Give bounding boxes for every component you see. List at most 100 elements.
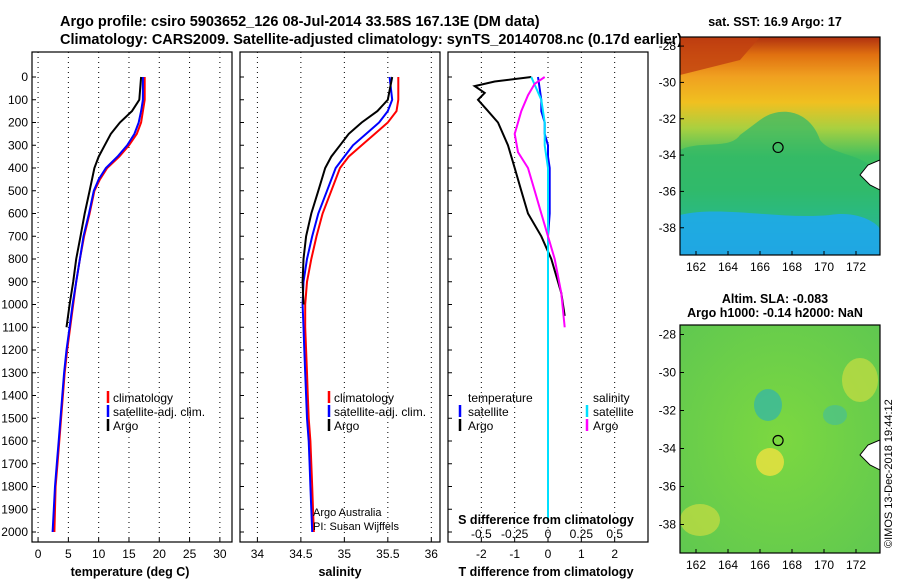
map-x-tick-label: 170 — [814, 558, 834, 572]
secondary-x-tick-label: 0.25 — [570, 527, 594, 541]
sst-argo-location-marker — [772, 141, 784, 154]
series-line-argo — [301, 76, 394, 305]
map-x-tick-label: 170 — [814, 260, 834, 274]
sla-yellow-eddy-1 — [756, 448, 784, 476]
map-y-tick-label: -34 — [659, 148, 677, 162]
map-y-tick-label: -32 — [659, 404, 677, 418]
series-line-temperature-argo — [472, 76, 566, 317]
temperature-axis-label: temperature (deg C) — [71, 565, 190, 579]
x-axis-ticks: 0 5 10 15 20 25 30 34 34.5 35 35.5 36 -2 -1 0 1 2 -0.5 -0.… — [35, 527, 624, 561]
legend-sal-argo-label: Argo — [593, 419, 619, 433]
depth-tick-label: 1700 — [1, 457, 28, 471]
temperature-legend: climatology satellite-adj. clim. Argo — [106, 391, 205, 433]
sla-map — [680, 325, 880, 553]
depth-tick-label: 1200 — [1, 343, 28, 357]
series-line-satellite-adj-clim- — [51, 77, 144, 533]
depth-tick-label: 500 — [8, 184, 28, 198]
sst-map-frame — [679, 36, 881, 256]
sst-map-title: sat. SST: 16.9 Argo: 17 — [708, 15, 842, 29]
credit-line1: Argo Australia — [313, 507, 382, 519]
legend-argo-label: Argo — [113, 419, 139, 433]
sla-map-subtitle: Argo h1000: -0.14 h2000: NaN — [687, 306, 863, 320]
x-tick-label: 0 — [35, 547, 42, 561]
x-tick-label: 35 — [338, 547, 352, 561]
x-tick-label: 5 — [65, 547, 72, 561]
series-line-salinity-argo — [513, 76, 566, 328]
series-line-climatology — [304, 77, 400, 533]
map-x-tick-label: 164 — [718, 260, 738, 274]
depth-tick-label: 800 — [8, 252, 28, 266]
depth-tick-label: 100 — [8, 93, 28, 107]
series-line-argo — [65, 76, 143, 328]
s-difference-axis-label: S difference from climatology — [458, 513, 634, 527]
x-tick-label: 25 — [183, 547, 197, 561]
map-x-tick-label: 168 — [782, 260, 802, 274]
credit-line2: PI: Susan Wijffels — [313, 521, 399, 533]
legend-temperature-title: temperature — [468, 391, 533, 405]
x-tick-label: 1 — [578, 547, 585, 561]
map-y-tick-label: -34 — [659, 442, 677, 456]
data-series — [51, 76, 566, 533]
t-difference-axis-label: T difference from climatology — [458, 565, 633, 579]
depth-tick-label: 2000 — [1, 525, 28, 539]
legend-climatology-label: climatology — [334, 391, 394, 405]
temperature-panel-frame — [31, 51, 233, 543]
map-x-tick-label: 172 — [846, 260, 866, 274]
map-y-tick-label: -32 — [659, 112, 677, 126]
sla-map-frame — [679, 324, 881, 554]
x-tick-label: 34 — [251, 547, 265, 561]
map-x-tick-label: 172 — [846, 558, 866, 572]
salinity-panel-frame — [239, 51, 441, 543]
sst-map-axes: 162 164 166 168 170 172 -28 -30 -32 -34 -36 -38 — [659, 39, 867, 274]
grid-lines — [32, 52, 616, 542]
secondary-x-tick-label: 0 — [545, 527, 552, 541]
series-line-salinity-satellite — [530, 76, 549, 521]
map-y-tick-label: -28 — [659, 39, 677, 53]
x-tick-label: 15 — [122, 547, 136, 561]
x-tick-label: 10 — [92, 547, 106, 561]
map-y-tick-label: -38 — [659, 518, 677, 532]
x-tick-label: 34.5 — [289, 547, 313, 561]
figure-title-line2: Climatology: CARS2009. Satellite-adjuste… — [60, 32, 682, 48]
secondary-x-tick-label: 0.5 — [606, 527, 623, 541]
sla-yellow-eddy-2 — [842, 358, 878, 402]
difference-legend: temperature satellite Argo salinity sate… — [458, 391, 634, 433]
depth-tick-label: 0 — [21, 70, 28, 84]
map-x-tick-label: 166 — [750, 558, 770, 572]
series-line-satellite-adj-clim- — [301, 76, 394, 533]
map-y-tick-label: -30 — [659, 75, 677, 89]
map-y-tick-label: -36 — [659, 184, 677, 198]
map-y-tick-label: -28 — [659, 328, 677, 342]
x-tick-label: 35.5 — [376, 547, 400, 561]
legend-temp-satellite-label: satellite — [468, 405, 509, 419]
sla-coast — [859, 439, 880, 471]
map-x-tick-label: 166 — [750, 260, 770, 274]
map-x-tick-label: 164 — [718, 558, 738, 572]
depth-tick-label: 200 — [8, 116, 28, 130]
x-tick-label: -2 — [476, 547, 487, 561]
map-y-tick-label: -36 — [659, 480, 677, 494]
x-tick-label: 30 — [213, 547, 227, 561]
legend-temp-argo-label: Argo — [468, 419, 494, 433]
map-y-tick-label: -38 — [659, 221, 677, 235]
sst-coast — [859, 159, 880, 191]
legend-satellite-label: satellite-adj. clim. — [113, 405, 205, 419]
depth-tick-label: 400 — [8, 161, 28, 175]
x-tick-label: 2 — [611, 547, 618, 561]
salinity-legend: climatology satellite-adj. clim. Argo Ar… — [313, 391, 426, 533]
depth-tick-label: 1800 — [1, 480, 28, 494]
secondary-x-tick-label: -0.25 — [501, 527, 529, 541]
sla-map-title: Altim. SLA: -0.083 — [722, 292, 828, 306]
depth-tick-label: 700 — [8, 229, 28, 243]
x-tick-label: 20 — [153, 547, 167, 561]
legend-satellite-label: satellite-adj. clim. — [334, 405, 426, 419]
depth-tick-label: 300 — [8, 138, 28, 152]
legend-salinity-title: salinity — [593, 391, 630, 405]
secondary-x-tick-label: -0.5 — [471, 527, 492, 541]
depth-tick-label: 600 — [8, 207, 28, 221]
map-x-tick-label: 162 — [686, 260, 706, 274]
depth-tick-label: 900 — [8, 275, 28, 289]
sla-argo-location-marker — [772, 434, 784, 447]
depth-tick-label: 1000 — [1, 298, 28, 312]
